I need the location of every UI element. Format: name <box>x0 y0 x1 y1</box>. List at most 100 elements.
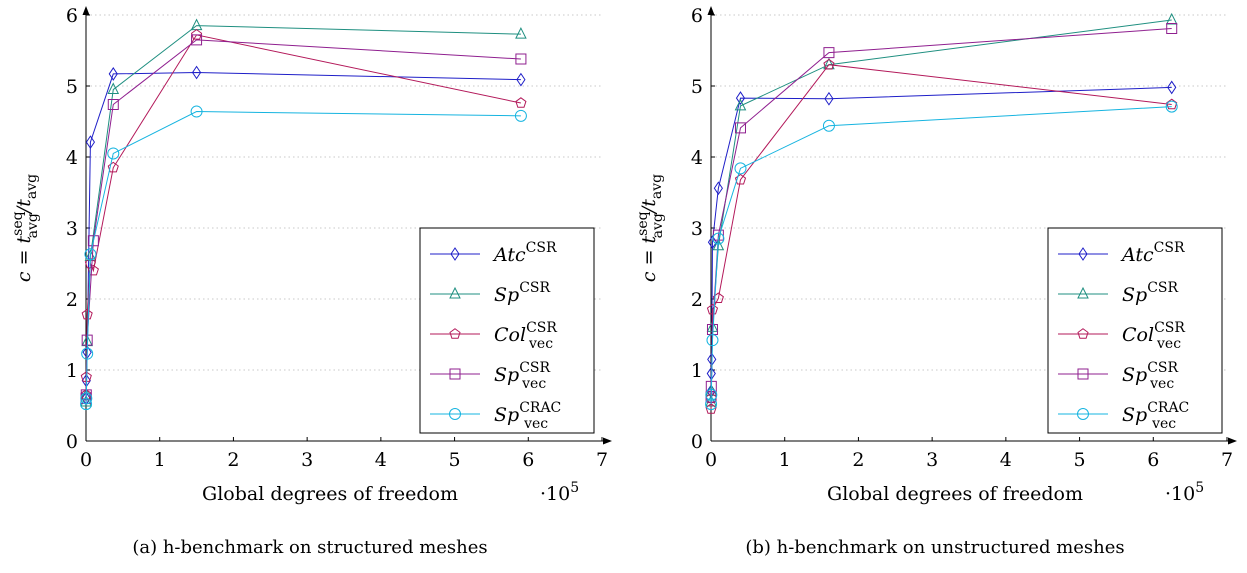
legend-box <box>1047 227 1223 434</box>
legend-label: ColCSR vec <box>494 320 557 352</box>
figure-caption: (a) h-benchmark on structured meshes <box>132 537 487 558</box>
legend-label: SpCSR <box>494 280 550 306</box>
data-point <box>80 398 93 411</box>
data-point <box>823 58 835 70</box>
x-tick-label: 2 <box>852 449 864 471</box>
legend-label: AtcCSR <box>492 240 557 266</box>
data-point <box>705 380 717 392</box>
data-point <box>81 391 91 406</box>
legend-label: SpCRAC vec <box>1122 400 1189 432</box>
data-point <box>713 181 723 196</box>
data-point <box>823 47 835 59</box>
data-point <box>712 238 725 251</box>
data-point <box>706 334 719 347</box>
legend: AtcCSR SpCSR ColCSR vec SpCSR vec SpCRAC vec <box>419 227 595 434</box>
x-tick-label: 7 <box>1221 449 1233 471</box>
y-tick-label: 2 <box>66 289 78 311</box>
data-point <box>81 334 93 346</box>
x-tick-label: 1 <box>779 449 791 471</box>
data-point <box>705 403 717 414</box>
x-tick-label: 4 <box>1000 449 1012 471</box>
y-tick-label: 4 <box>691 147 703 169</box>
data-point <box>706 303 719 315</box>
x-tick-label: 6 <box>1147 449 1159 471</box>
data-point <box>87 264 99 276</box>
chart-1: 0 1 2 3 4 5 6 7 0 1 2 3 4 5 6 Global degrees of freedom… <box>635 5 1237 558</box>
data-point <box>85 135 96 149</box>
data-point <box>191 34 203 46</box>
data-point <box>734 173 747 185</box>
legend-label: SpCSR vec <box>1122 360 1178 392</box>
y-tick-label: 3 <box>691 218 703 240</box>
series-line <box>710 106 1172 405</box>
data-point <box>705 398 718 411</box>
y-tick-label: 6 <box>66 5 78 27</box>
legend-label: SpCRAC vec <box>494 400 561 432</box>
data-point <box>1166 98 1178 110</box>
y-tick-label: 5 <box>66 76 78 98</box>
legend-marker <box>1077 328 1089 339</box>
x-tick-label: 3 <box>301 449 313 471</box>
y-axis-arrow <box>707 6 715 15</box>
data-point <box>734 98 747 111</box>
data-point <box>84 248 97 261</box>
x-axis-arrow <box>1228 437 1237 445</box>
legend-marker <box>1078 247 1088 261</box>
data-point <box>80 394 92 407</box>
legend-label: SpCSR vec <box>494 360 550 392</box>
data-point <box>81 308 93 320</box>
y-axis-label: c = tseqavg/tavg <box>10 174 41 282</box>
data-point <box>1165 100 1178 113</box>
y-axis-label: c = tseqavg/tavg <box>635 174 666 282</box>
y-tick-label: 3 <box>66 218 78 240</box>
legend-label: SpCSR <box>1122 280 1178 306</box>
data-point <box>712 232 725 245</box>
legend-marker <box>449 286 461 299</box>
x-axis-label: Global degrees of freedom <box>202 483 458 505</box>
chart-0: 0 1 2 3 4 5 6 7 0 1 2 3 4 5 6 Global degrees of freedom… <box>10 5 612 558</box>
x-tick-label: 0 <box>705 449 717 471</box>
x-axis-label: Global degrees of freedom <box>827 483 1083 505</box>
data-point <box>107 82 120 95</box>
legend-label: AtcCSR <box>1120 240 1185 266</box>
data-point <box>190 29 203 40</box>
y-tick-label: 6 <box>691 5 703 27</box>
data-point <box>514 109 527 122</box>
x-tick-label: 1 <box>154 449 166 471</box>
x-tick-label: 2 <box>227 449 239 471</box>
y-tick-label: 2 <box>691 289 703 311</box>
data-point <box>107 98 119 110</box>
data-point <box>190 105 203 118</box>
data-point <box>515 97 527 108</box>
series-4 <box>705 100 1178 411</box>
data-point <box>824 91 834 106</box>
series-4 <box>80 105 527 411</box>
data-point <box>1167 80 1177 95</box>
x-tick-label: 0 <box>80 449 92 471</box>
y-tick-label: 0 <box>691 431 703 453</box>
y-tick-label: 0 <box>66 431 78 453</box>
legend-box <box>419 227 595 434</box>
data-point <box>515 27 527 39</box>
data-point <box>735 91 746 105</box>
x-tick-label: 5 <box>1074 449 1086 471</box>
y-axis-arrow <box>82 6 90 15</box>
x-axis-multiplier: ·105 <box>540 480 579 505</box>
data-point <box>515 53 527 65</box>
legend-marker <box>1077 408 1089 420</box>
data-point <box>191 65 202 80</box>
data-point <box>822 119 835 132</box>
y-tick-label: 1 <box>66 360 78 382</box>
y-tick-label: 5 <box>691 76 703 98</box>
data-point <box>706 324 718 336</box>
legend-marker <box>1077 368 1089 380</box>
x-axis-multiplier: ·105 <box>1165 480 1204 505</box>
legend-marker <box>449 408 461 420</box>
data-point <box>107 147 120 160</box>
x-tick-label: 4 <box>375 449 387 471</box>
x-tick-label: 6 <box>522 449 534 471</box>
data-point <box>734 122 746 134</box>
legend-marker <box>450 247 460 261</box>
x-tick-label: 5 <box>449 449 461 471</box>
